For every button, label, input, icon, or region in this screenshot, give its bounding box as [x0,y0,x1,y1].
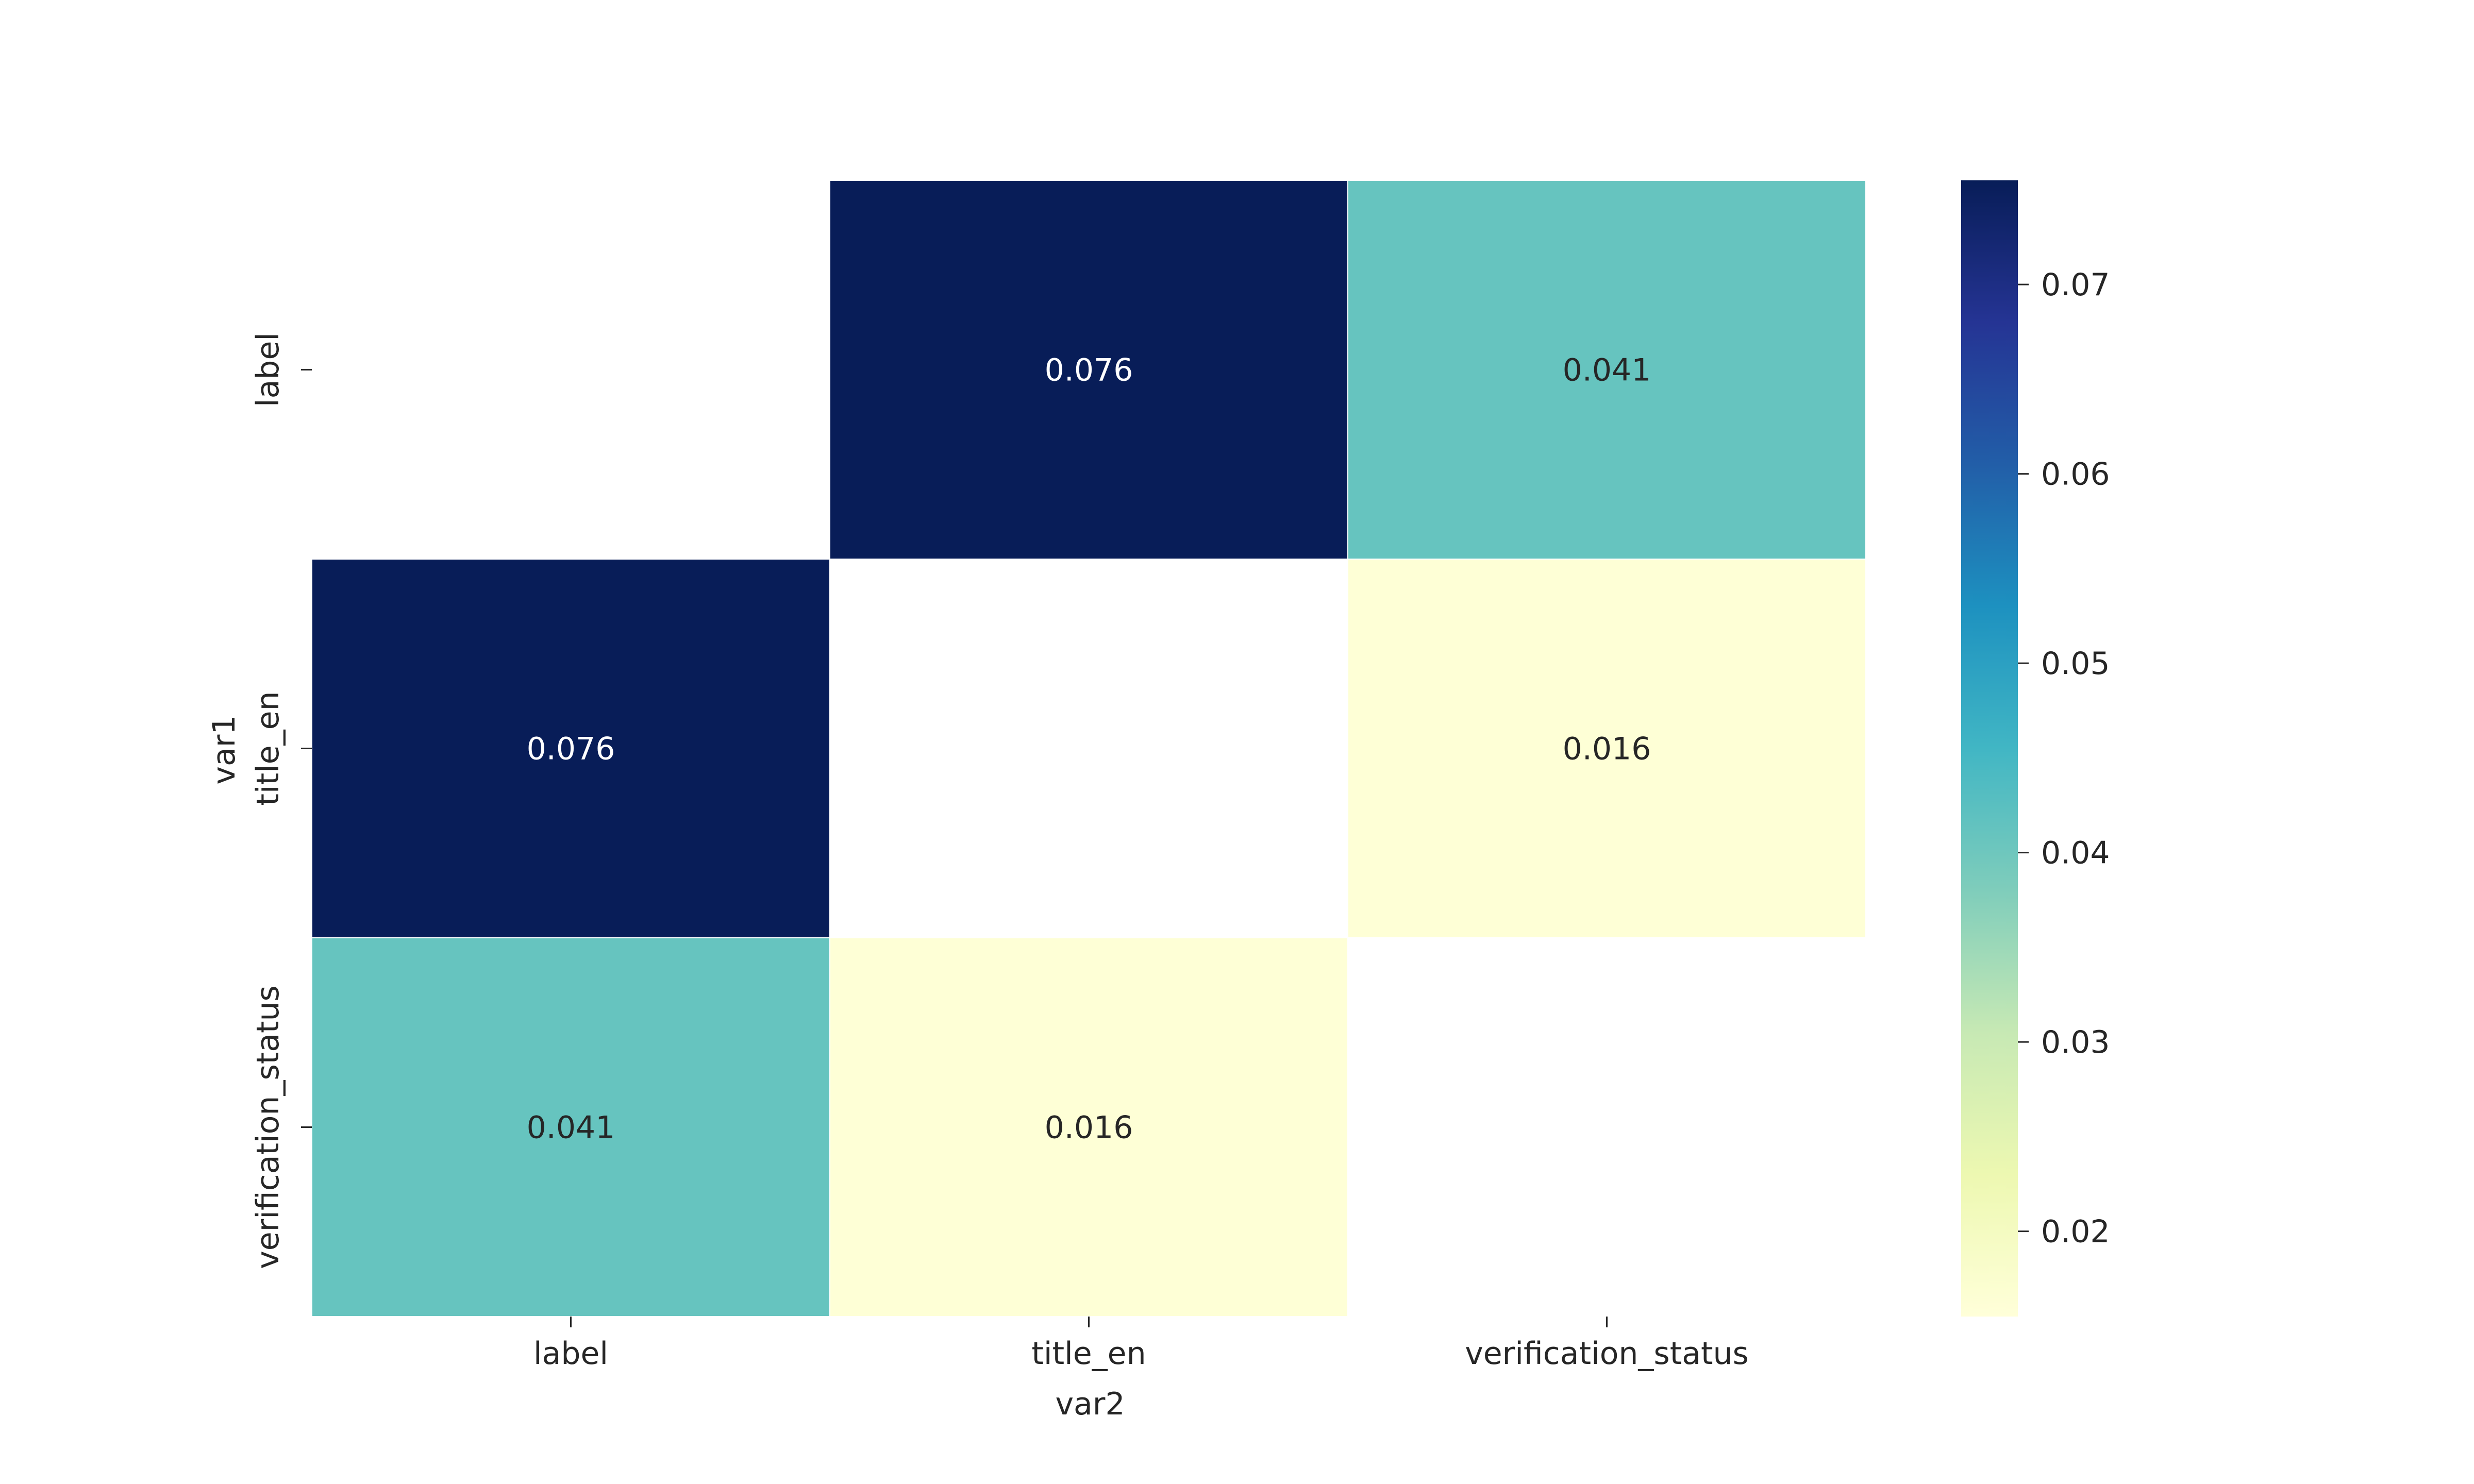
colorbar-ticks: 0.02 0.03 0.04 0.05 0.06 0.07 [2018,267,2110,1250]
heatmap-cell-verification_status-label [311,937,830,1317]
heatmap-cells [311,180,1866,1317]
colorbar-tick-label: 0.03 [2041,1024,2110,1060]
x-tick-label-title_en: title_en [1031,1336,1146,1372]
colorbar-tick-label: 0.02 [2041,1214,2110,1250]
y-axis: label title_en verification_status [250,332,312,1269]
colorbar-tick-label: 0.04 [2041,835,2110,871]
y-tick-label-title_en: title_en [250,691,286,805]
cell-label-label-title_en: 0.076 [1045,352,1133,389]
colorbar-tick-label: 0.05 [2041,646,2110,682]
colorbar-tick-label: 0.06 [2041,457,2110,493]
y-tick-label-label: label [250,332,286,407]
cell-label-verification_status-title_en: 0.016 [1045,1110,1133,1146]
x-tick-label-label: label [533,1336,608,1372]
heatmap-cell-label-title_en [829,180,1348,560]
x-axis-title: var2 [1055,1386,1125,1422]
heatmap-cell-title_en-verification_status [1347,559,1866,938]
heatmap-cell-label-verification_status [1347,180,1866,560]
cell-label-verification_status-label: 0.041 [527,1110,615,1146]
colorbar-gradient [1961,180,2018,1317]
colorbar: 0.02 0.03 0.04 0.05 0.06 0.07 [1961,180,2110,1317]
x-axis: label title_en verification_status [533,1317,1749,1372]
x-tick-label-verification_status: verification_status [1465,1336,1749,1372]
cell-label-title_en-label: 0.076 [527,731,615,767]
colorbar-tick-label: 0.07 [2041,267,2110,303]
heatmap-cell-verification_status-title_en [829,937,1348,1317]
cell-label-label-verification_status: 0.041 [1563,352,1651,389]
cell-label-title_en-verification_status: 0.016 [1563,731,1651,767]
y-tick-label-verification_status: verification_status [250,985,286,1269]
y-axis-title: var1 [206,715,242,784]
heatmap-cell-title_en-label [311,559,830,938]
heatmap-cell-labels: 0.076 0.041 0.076 0.016 0.041 0.016 [527,352,1651,1146]
